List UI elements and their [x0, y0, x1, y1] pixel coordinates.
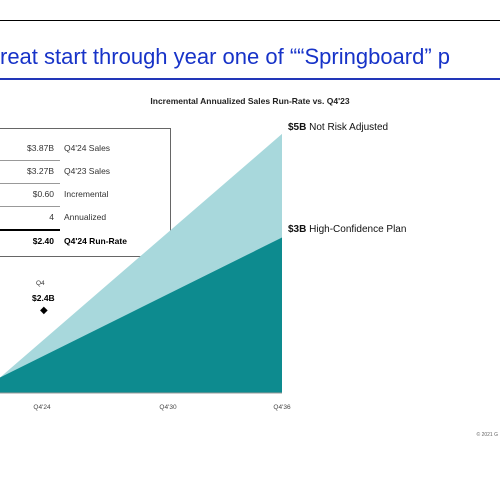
x-tick-label: Q4'24	[33, 404, 51, 411]
calc-row-run-rate: $2.40 Q4'24 Run-Rate	[0, 232, 170, 252]
calc-value: $2.40	[32, 236, 54, 246]
calc-row-q4-24-sales: $3.87B Q4'24 Sales	[0, 139, 170, 159]
calc-label: Q4'23 Sales	[64, 166, 111, 176]
calc-value: $3.87B	[27, 143, 54, 153]
title-rule	[0, 78, 500, 80]
calc-value: $3.27B	[27, 166, 54, 176]
diamond-icon: ◆	[40, 305, 48, 316]
q4-marker-value: $2.4B	[32, 293, 55, 303]
calc-label: Incremental	[64, 189, 109, 199]
series-label-high-confidence-plan: $3B High-Confidence Plan	[288, 224, 406, 235]
top-rule	[0, 20, 500, 21]
slide-title: reat start through year one of ““Springb…	[0, 44, 451, 69]
calc-row-incremental: $0.60 Incremental	[0, 185, 170, 205]
calc-value: $0.60	[32, 189, 54, 199]
series-name: Not Risk Adjusted	[309, 121, 389, 133]
calc-divider	[0, 160, 60, 161]
calc-label: Annualized	[64, 212, 107, 222]
copyright-footer: © 2021 G	[476, 432, 498, 438]
series-label-not-risk-adjusted: $5B Not Risk Adjusted	[288, 122, 388, 133]
x-tick-label: Q4'36	[273, 404, 291, 411]
calc-row-annualized: 4 Annualized	[0, 208, 170, 228]
calc-label: Q4'24 Sales	[64, 143, 111, 153]
calc-divider	[0, 183, 60, 184]
series-amount: $3B	[288, 223, 307, 235]
calc-divider	[0, 206, 60, 207]
area-series-high-confidence-plan	[0, 237, 282, 393]
calc-row-q4-23-sales: $3.27B Q4'23 Sales	[0, 162, 170, 182]
chart-title: Incremental Annualized Sales Run-Rate vs…	[150, 96, 350, 106]
calc-total-rule	[0, 229, 60, 231]
calc-value: 4	[49, 212, 54, 222]
series-amount: $5B	[288, 121, 307, 133]
run-rate-calculation-box: $3.87B Q4'24 Sales $3.27B Q4'23 Sales $0…	[0, 128, 171, 257]
calc-label: Q4'24 Run-Rate	[64, 236, 127, 246]
series-name: High-Confidence Plan	[309, 223, 407, 235]
q4-marker-label: Q4	[36, 280, 45, 287]
x-tick-label: Q4'30	[159, 404, 177, 411]
